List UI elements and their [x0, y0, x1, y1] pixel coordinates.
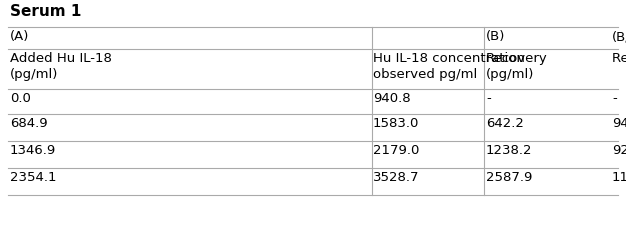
- Text: Recovery
(pg/ml): Recovery (pg/ml): [486, 52, 548, 81]
- Text: 2179.0: 2179.0: [373, 143, 419, 156]
- Text: 94: 94: [612, 117, 626, 129]
- Text: 2587.9: 2587.9: [486, 170, 532, 183]
- Text: (A): (A): [10, 30, 29, 43]
- Text: -: -: [612, 92, 617, 105]
- Text: Added Hu IL-18
(pg/ml): Added Hu IL-18 (pg/ml): [10, 52, 112, 81]
- Text: 1583.0: 1583.0: [373, 117, 419, 129]
- Text: 110: 110: [612, 170, 626, 183]
- Text: Recovery (%): Recovery (%): [612, 52, 626, 65]
- Text: 642.2: 642.2: [486, 117, 524, 129]
- Text: 1346.9: 1346.9: [10, 143, 56, 156]
- Text: 0.0: 0.0: [10, 92, 31, 105]
- Text: 1238.2: 1238.2: [486, 143, 533, 156]
- Text: (B): (B): [486, 30, 505, 43]
- Text: 3528.7: 3528.7: [373, 170, 419, 183]
- Text: -: -: [486, 92, 491, 105]
- Text: Serum 1: Serum 1: [10, 4, 81, 19]
- Text: 2354.1: 2354.1: [10, 170, 56, 183]
- Text: (B/a): (B/a): [612, 30, 626, 43]
- Text: 92: 92: [612, 143, 626, 156]
- Text: 940.8: 940.8: [373, 92, 411, 105]
- Text: 684.9: 684.9: [10, 117, 48, 129]
- Text: Hu IL-18 concentration
observed pg/ml: Hu IL-18 concentration observed pg/ml: [373, 52, 525, 81]
